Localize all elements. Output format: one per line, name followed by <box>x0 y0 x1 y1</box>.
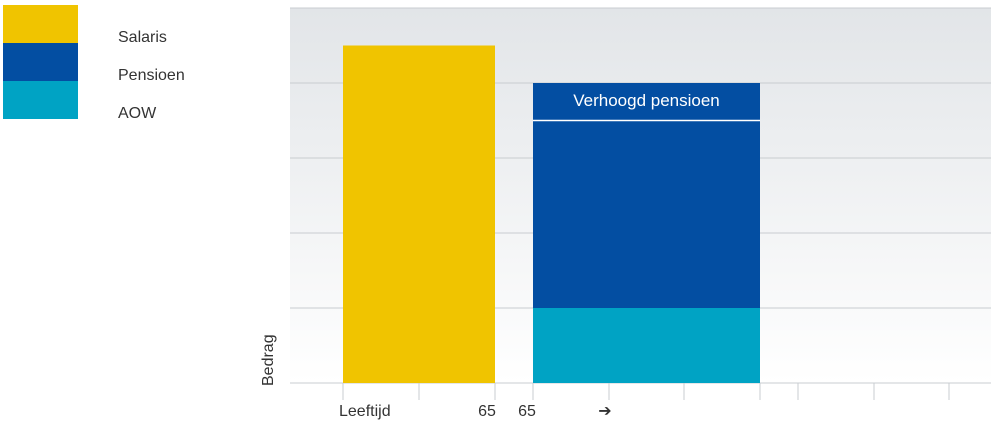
y-axis-label: Bedrag <box>260 334 277 386</box>
bar-segment <box>533 83 760 121</box>
x-label: ➔ <box>598 403 611 420</box>
x-label: 65 <box>478 403 496 420</box>
legend-label: AOW <box>118 105 157 122</box>
segment-label: Verhoogd pensioen <box>573 91 720 110</box>
legend-swatch <box>3 43 78 81</box>
bar-segment <box>533 120 760 308</box>
x-label: 65 <box>518 403 536 420</box>
x-label: Leeftijd <box>339 403 391 420</box>
legend-swatch <box>3 5 78 43</box>
legend-label: Pensioen <box>118 67 185 84</box>
bar-segment <box>533 308 760 383</box>
legend-swatch <box>3 81 78 119</box>
bar-segment <box>343 45 495 383</box>
legend-label: Salaris <box>118 29 167 46</box>
